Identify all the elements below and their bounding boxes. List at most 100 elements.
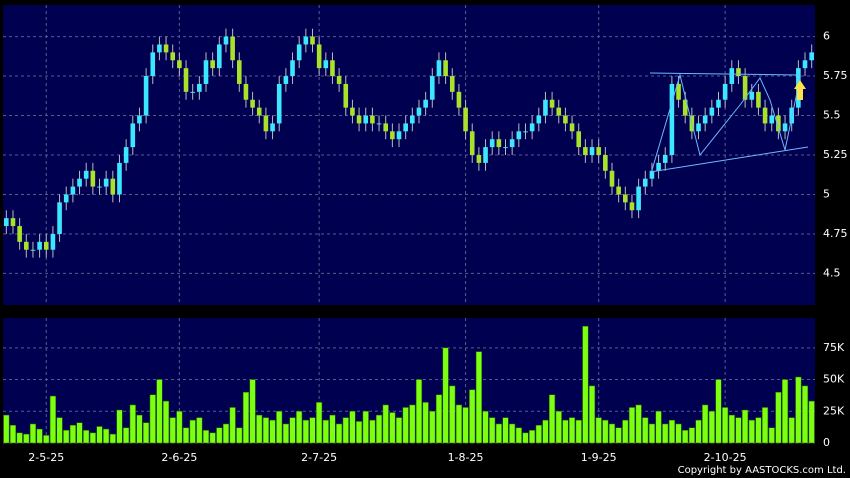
volume-bar bbox=[795, 376, 802, 444]
volume-bar bbox=[103, 428, 110, 444]
candle-body bbox=[589, 147, 595, 155]
candle-body bbox=[649, 170, 655, 179]
candle-body bbox=[37, 241, 42, 250]
candle-body bbox=[736, 68, 741, 77]
candle-body bbox=[217, 44, 222, 69]
volume-bar bbox=[588, 385, 596, 444]
candle-body bbox=[682, 99, 688, 116]
candle-body bbox=[23, 241, 29, 250]
volume-bar bbox=[595, 417, 602, 444]
volume-bar bbox=[655, 411, 662, 444]
volume-bar bbox=[728, 414, 735, 444]
volume-bar bbox=[196, 417, 203, 444]
volume-bar bbox=[722, 407, 729, 444]
candle-body bbox=[30, 249, 36, 251]
candle-body bbox=[183, 68, 189, 92]
volume-bar bbox=[429, 411, 436, 444]
candle-body bbox=[77, 178, 82, 187]
volume-bar bbox=[569, 417, 576, 444]
volume-bar bbox=[715, 379, 722, 444]
volume-bar bbox=[635, 404, 642, 444]
candle-body bbox=[197, 83, 202, 92]
candle-body bbox=[170, 52, 176, 61]
volume-bar bbox=[369, 419, 376, 444]
candle-body bbox=[316, 44, 322, 69]
volume-bar bbox=[801, 385, 809, 444]
volume-bar bbox=[462, 407, 469, 444]
candle-body bbox=[330, 60, 335, 77]
candle-body bbox=[576, 131, 582, 148]
volume-bar bbox=[475, 351, 482, 444]
volume-bar bbox=[362, 411, 369, 444]
y-tick-label: 4.75 bbox=[823, 227, 848, 240]
breakout-arrow bbox=[794, 80, 806, 100]
candle-body bbox=[150, 52, 156, 77]
candle-body bbox=[549, 99, 555, 108]
candle-body bbox=[596, 147, 601, 155]
volume-bar bbox=[509, 423, 516, 444]
volume-bar bbox=[415, 379, 423, 444]
candle-body bbox=[556, 107, 562, 116]
volume-bar bbox=[748, 419, 755, 444]
candle-body bbox=[10, 218, 16, 227]
volume-bar bbox=[96, 426, 103, 444]
x-tick-label: 1-9-25 bbox=[581, 451, 617, 464]
resistance-line bbox=[649, 72, 801, 76]
candle-body bbox=[642, 178, 648, 187]
candle-body bbox=[17, 226, 22, 242]
volume-bar bbox=[76, 422, 83, 444]
volume-bar bbox=[781, 379, 789, 444]
volume-bar bbox=[482, 411, 489, 444]
copyright: Copyright by AASTOCKS.com Ltd. bbox=[678, 465, 846, 476]
candle-body bbox=[130, 123, 136, 148]
volume-bar bbox=[182, 427, 190, 444]
volume-bar bbox=[129, 404, 136, 444]
volume-bar bbox=[249, 379, 256, 444]
volume-bar bbox=[169, 417, 176, 444]
price-panel bbox=[3, 5, 815, 305]
volume-bar bbox=[29, 423, 37, 444]
volume-bar bbox=[83, 430, 90, 444]
volume-bar bbox=[382, 404, 389, 444]
x-tick-label: 2-5-25 bbox=[28, 451, 64, 464]
volume-bar bbox=[349, 411, 356, 444]
volume-bar bbox=[695, 419, 702, 444]
candle-body bbox=[782, 123, 788, 132]
x-tick-label: 2-6-25 bbox=[161, 451, 197, 464]
candle-body bbox=[756, 91, 761, 108]
volume-bar bbox=[542, 419, 549, 444]
y-tick-label: 5.25 bbox=[823, 148, 848, 161]
volume-bar bbox=[642, 417, 649, 444]
volume-bar bbox=[236, 427, 243, 444]
candle-body bbox=[443, 60, 448, 77]
candle-body bbox=[177, 60, 182, 69]
candle-body bbox=[523, 131, 528, 133]
candle-body bbox=[809, 52, 814, 61]
volume-bar bbox=[229, 407, 236, 444]
volume-bar bbox=[262, 417, 269, 444]
volume-bar bbox=[688, 427, 695, 444]
candle-body bbox=[396, 131, 402, 140]
volume-bar bbox=[768, 427, 775, 444]
candle-body bbox=[722, 83, 728, 100]
candle-body bbox=[742, 76, 748, 100]
candle-body bbox=[656, 162, 661, 171]
volume-bar bbox=[202, 430, 210, 444]
y-tick-label: 5.75 bbox=[823, 69, 848, 82]
volume-bar bbox=[622, 419, 629, 444]
volume-bar bbox=[316, 402, 323, 444]
candle-body bbox=[163, 44, 169, 53]
volume-bar bbox=[455, 404, 462, 444]
volume-bar bbox=[69, 424, 76, 444]
volume-bar bbox=[755, 417, 762, 444]
volume-bar bbox=[3, 414, 10, 444]
candle-body bbox=[383, 123, 389, 132]
volume-bar bbox=[56, 417, 63, 444]
candle-body bbox=[669, 83, 675, 155]
volume-bar bbox=[442, 347, 449, 444]
volume-bar bbox=[163, 400, 170, 444]
x-tick-label: 2-10-25 bbox=[704, 451, 747, 464]
candle-body bbox=[536, 115, 542, 124]
candle-body bbox=[729, 68, 735, 84]
candle-body bbox=[310, 36, 315, 45]
